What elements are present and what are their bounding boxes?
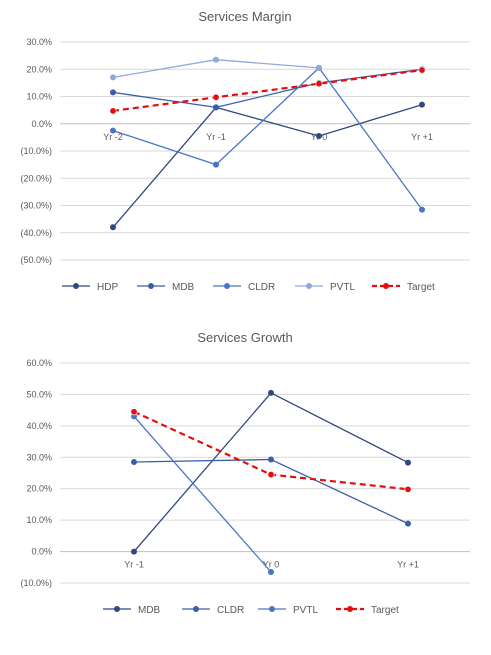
margin-legend-hdp-marker [73,283,79,289]
margin-legend-target-label: Target [407,282,435,293]
margin-y-tick-label: (10.0%) [20,146,52,156]
margin-legend-mdb-label: MDB [172,282,195,293]
margin-legend-pvtl-marker [306,283,312,289]
growth-series-pvtl-line [133,415,272,573]
margin-series-target-point [109,107,117,115]
margin-series-cldr-point [213,161,219,168]
growth-series-mdb-point [268,389,274,396]
margin-series-target-line [112,69,423,112]
growth-y-tick-label: 30.0% [26,452,52,462]
growth-series-cldr-line [133,458,409,525]
growth-y-tick-label: 10.0% [26,515,52,525]
margin-series-hdp-line [112,104,423,228]
margin-y-tick-label: (40.0%) [20,228,52,238]
margin-x-tick-label: Yr +1 [411,132,433,142]
margin-series-mdb-point [213,104,219,111]
growth-series-cldr-point [268,456,274,463]
growth-legend-pvtl-marker [269,606,275,612]
margin-legend-mdb-marker [148,283,154,289]
margin-x-tick-label: Yr -1 [206,132,226,142]
margin-chart-title: Services Margin [198,9,291,24]
margin-series-hdp-point [316,133,322,140]
margin-series-hdp-point [419,101,425,108]
margin-series-target-point [315,80,323,88]
growth-series-cldr-point [405,520,411,527]
margin-series-pvtl-point [110,74,116,81]
growth-series-mdb-point [131,548,137,555]
margin-series-hdp-point [110,224,116,231]
growth-legend-cldr-marker [193,606,199,612]
margin-y-tick-label: 10.0% [26,92,52,102]
growth-legend-mdb-label: MDB [138,605,161,616]
growth-y-tick-label: 60.0% [26,358,52,368]
services-growth-svg: Services Growth 60.0% 50.0% 40.0% 30.0% 20.0%… [20,330,470,616]
growth-series-cldr-point [131,459,137,465]
growth-series-target-point [267,471,275,479]
margin-series-target-point [212,93,220,101]
margin-series-pvtl-point [316,64,322,71]
growth-y-tick-label: 0.0% [31,547,52,557]
growth-x-tick-label: Yr +1 [397,560,419,570]
growth-series-mdb-point [405,459,411,466]
growth-legend-target-label: Target [371,605,399,616]
margin-series-cldr-point [110,127,116,134]
margin-x-tick-label: Yr -2 [103,132,123,142]
margin-legend-target-marker [383,283,389,289]
margin-series-mdb-point [110,89,116,96]
growth-y-tick-label: (10.0%) [20,578,52,588]
growth-legend-mdb-marker [114,606,120,612]
growth-series-target-point [130,408,138,416]
growth-series-pvtl-point [131,413,137,420]
margin-y-tick-label: (50.0%) [20,255,52,265]
services-growth-chart: Services Growth 60.0% 50.0% 40.0% 30.0% 20.0%… [0,320,491,650]
growth-legend-cldr-label: CLDR [217,605,244,616]
growth-legend-target-marker [347,606,353,612]
growth-chart-title: Services Growth [197,330,292,345]
growth-series-target-point [404,485,412,493]
margin-y-tick-label: 0.0% [31,119,52,129]
margin-y-tick-label: 30.0% [26,37,52,47]
growth-y-tick-label: 40.0% [26,421,52,431]
margin-legend-pvtl-label: PVTL [330,282,355,293]
margin-series-pvtl-point [213,56,219,63]
margin-y-tick-label: (20.0%) [20,173,52,183]
growth-y-tick-label: 50.0% [26,389,52,399]
margin-series-cldr-point [419,206,425,213]
margin-series-cldr-line [112,66,423,210]
margin-series-mdb-line [112,68,423,109]
margin-legend-cldr-label: CLDR [248,282,275,293]
growth-x-tick-label: Yr 0 [263,560,280,570]
services-margin-chart: Services Margin 30.0% 20.0% 10.0% 0.0% (10.0%… [0,0,491,310]
margin-legend-hdp-label: HDP [97,282,118,293]
margin-y-tick-label: (30.0%) [20,201,52,211]
growth-x-tick-label: Yr -1 [124,560,144,570]
margin-series-target-point [418,66,426,74]
growth-y-tick-label: 20.0% [26,484,52,494]
margin-legend-cldr-marker [224,283,230,289]
growth-series-pvtl-point [268,569,274,575]
growth-legend-pvtl-label: PVTL [293,605,318,616]
margin-y-tick-label: 20.0% [26,64,52,74]
services-margin-svg: Services Margin 30.0% 20.0% 10.0% 0.0% (10.0%… [20,9,470,293]
